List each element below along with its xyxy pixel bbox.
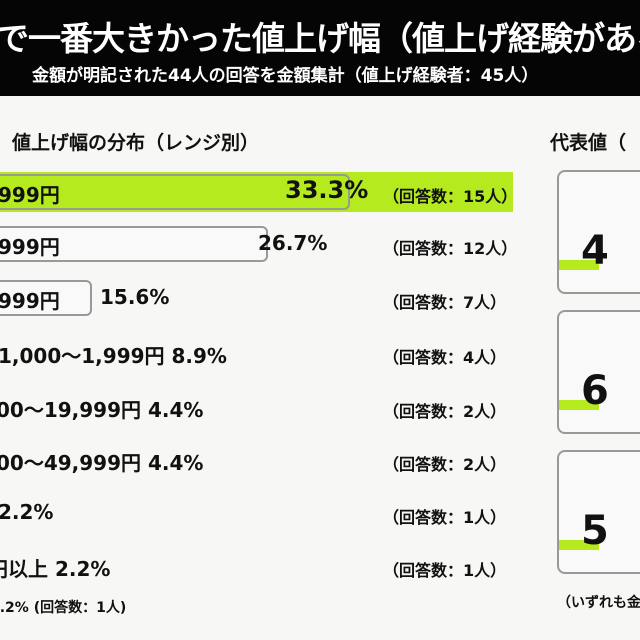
bar-category-label: 999円 <box>0 183 60 207</box>
bar <box>0 174 350 210</box>
bar-row: 1,000〜1,999円 8.9%8.9%（回答数：4人） <box>0 335 520 371</box>
summary-value: 5 <box>581 508 609 554</box>
bar-row: 999円 26.7% （回答数：12人） <box>0 226 520 262</box>
bar-value-label: 33.3% <box>285 176 369 204</box>
bar-row: 00〜49,999円 4.4%4.4%（回答数：2人） <box>0 442 520 478</box>
bar <box>0 226 268 262</box>
summary-card: 4 <box>557 170 640 294</box>
accent-mark <box>559 540 599 550</box>
response-count: （回答数：1人） <box>383 508 507 527</box>
bar-row: 00〜19,999円 4.4%4.4%（回答数：2人） <box>0 389 520 425</box>
bar-category-label: 1,000〜1,999円 8.9% <box>0 344 227 368</box>
bar-value-label: 15.6% <box>100 285 170 309</box>
bar-row: 999円 15.6% （回答数：7人） <box>0 280 520 316</box>
response-count: （回答数：7人） <box>383 293 507 312</box>
bar-category-label: 00〜49,999円 4.4% <box>0 451 204 475</box>
footnote: 2.2% (回答数：1人) <box>0 600 127 616</box>
bar-row: 999円 33.3% （回答数：15人） <box>0 172 520 212</box>
bar-row: 円以上 2.2%2.2%（回答数：1人） <box>0 548 520 584</box>
bar-category-label: 00〜19,999円 4.4% <box>0 398 204 422</box>
response-count: （回答数：15人） <box>383 187 518 206</box>
summary-value: 4 <box>581 228 609 274</box>
page-title: で一番大きかった値上げ幅（値上げ経験がある <box>0 19 640 58</box>
bar <box>0 280 92 316</box>
summary-title: 代表値（ <box>550 132 627 154</box>
summary-note: （いずれも金 <box>557 595 640 611</box>
summary-card: 5 <box>557 450 640 574</box>
accent-mark <box>559 400 599 410</box>
distribution-title: 値上げ幅の分布（レンジ別） <box>12 132 260 154</box>
bar-row: 2.2%2.2%（回答数：1人） <box>0 495 520 531</box>
summary-value: 6 <box>581 368 609 414</box>
bar-category-label: 円以上 2.2% <box>0 557 111 581</box>
response-count: （回答数：2人） <box>383 402 507 421</box>
summary-card: 6 <box>557 310 640 434</box>
bar-category-label: 999円 <box>0 235 60 259</box>
bar-category-label: 999円 <box>0 289 60 313</box>
response-count: （回答数：1人） <box>383 561 507 580</box>
header: で一番大きかった値上げ幅（値上げ経験がある 金額が明記された44人の回答を金額集… <box>0 0 640 96</box>
response-count: （回答数：12人） <box>383 239 518 258</box>
page-subtitle: 金額が明記された44人の回答を金額集計（値上げ経験者：45人） <box>32 66 539 86</box>
bar-value-label: 26.7% <box>258 231 328 255</box>
accent-mark <box>559 260 599 270</box>
response-count: （回答数：2人） <box>383 455 507 474</box>
bar-category-label: 2.2% <box>0 500 54 524</box>
response-count: （回答数：4人） <box>383 348 507 367</box>
